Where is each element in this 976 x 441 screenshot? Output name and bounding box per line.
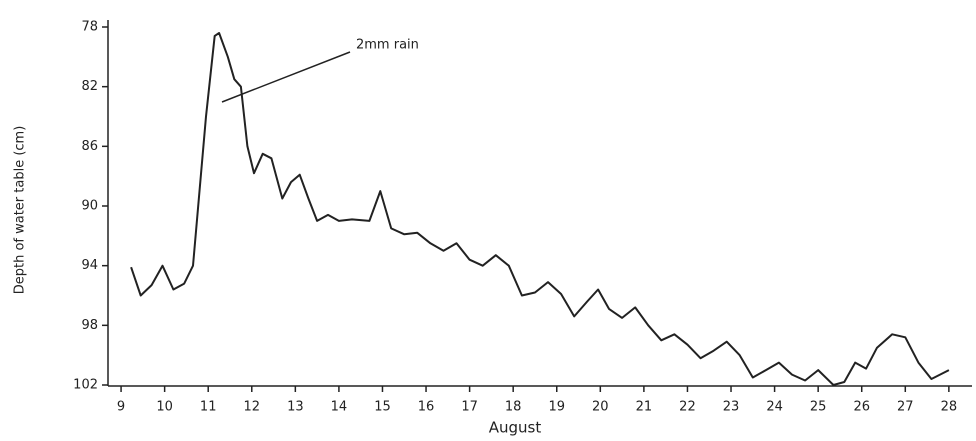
y-axis-label: Depth of water table (cm) xyxy=(13,126,28,295)
x-tick-label: 19 xyxy=(548,400,565,415)
x-tick-label: 16 xyxy=(418,400,435,415)
x-tick-label: 24 xyxy=(766,400,783,415)
y-tick-label: 86 xyxy=(81,139,98,154)
chart: Depth of water table (cm) August 2mm rai… xyxy=(0,0,976,441)
x-tick-label: 20 xyxy=(592,400,609,415)
x-tick-label: 17 xyxy=(461,400,478,415)
x-tick-label: 9 xyxy=(117,400,125,415)
x-axis-label: August xyxy=(489,419,542,437)
x-tick-label: 12 xyxy=(244,400,261,415)
x-tick-label: 14 xyxy=(331,400,348,415)
x-tick-label: 28 xyxy=(941,400,958,415)
y-tick-label: 90 xyxy=(81,199,98,214)
x-tick-label: 18 xyxy=(505,400,522,415)
x-tick-label: 13 xyxy=(287,400,304,415)
annotation: 2mm rain xyxy=(356,38,419,53)
data-line xyxy=(131,33,949,385)
x-tick-label: 25 xyxy=(810,400,827,415)
y-tick-label: 94 xyxy=(81,258,98,273)
y-tick-label: 102 xyxy=(73,378,98,393)
x-tick-label: 22 xyxy=(679,400,696,415)
y-tick-label: 78 xyxy=(81,20,98,35)
y-tick-label: 98 xyxy=(81,318,98,333)
x-tick-label: 11 xyxy=(200,400,217,415)
x-tick-label: 21 xyxy=(636,400,653,415)
x-tick-label: 15 xyxy=(374,400,391,415)
x-tick-label: 26 xyxy=(853,400,870,415)
x-tick-label: 10 xyxy=(156,400,173,415)
y-tick-label: 82 xyxy=(81,79,98,94)
x-tick-label: 23 xyxy=(723,400,740,415)
x-tick-label: 27 xyxy=(897,400,914,415)
